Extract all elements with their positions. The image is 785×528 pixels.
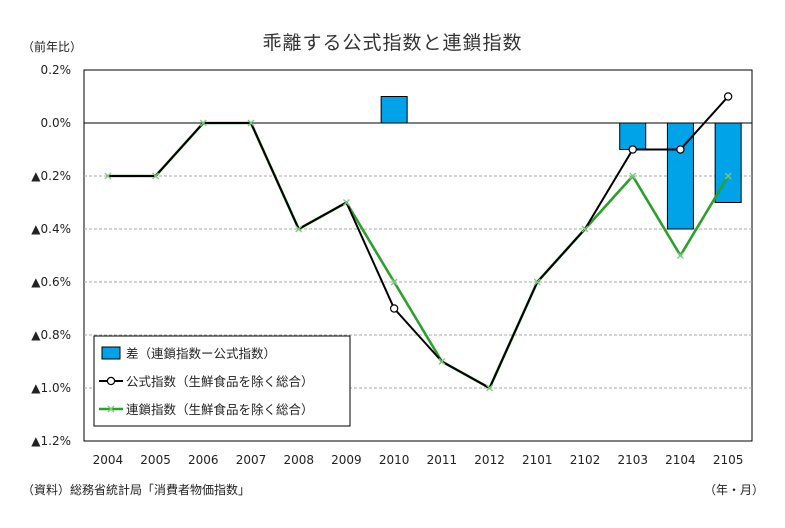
chain-index-point	[724, 172, 732, 180]
y-tick-label: ▲0.8%	[31, 328, 71, 342]
x-tick-labels: 2004 2005 2006 2007 2008 2009 2010 2011 2012 2101…	[93, 453, 744, 467]
chain-index-point-stroke	[629, 172, 637, 180]
chain-index-point-stroke	[199, 119, 207, 127]
chain-index-point	[247, 119, 255, 127]
chain-index-point	[676, 252, 684, 259]
x-tick-label: 2011	[427, 453, 458, 467]
chain-index-point	[390, 278, 398, 286]
y-tick-label: ▲0.4%	[31, 222, 71, 236]
chain-index-point-stroke	[486, 384, 494, 392]
bar	[619, 122, 647, 150]
x-tick-label: 2006	[188, 453, 219, 467]
chain-index-point-stroke	[390, 278, 398, 286]
x-tick-label: 2103	[617, 453, 648, 467]
bar	[380, 96, 408, 124]
x-tick-label: 2004	[93, 453, 124, 467]
legend-swatch-marker	[107, 405, 115, 413]
chain-index-point	[199, 119, 207, 127]
official-index-point	[676, 145, 685, 154]
chain-index-point-stroke	[342, 199, 350, 206]
legend-swatch-bar	[101, 346, 121, 360]
y-axis-label: （前年比）	[22, 40, 83, 54]
line-series	[107, 95, 730, 390]
chain-index-point-stroke	[438, 358, 446, 365]
x-tick-label: 2105	[713, 453, 744, 467]
x-axis-unit: （年・月）	[704, 483, 765, 497]
y-tick-label: ▲0.2%	[31, 169, 71, 183]
y-tick-label: ▲1.0%	[31, 381, 71, 395]
official-index-point	[628, 145, 637, 154]
y-tick-label: 0.2%	[41, 63, 72, 77]
source-note: （資料）総務省統計局「消費者物価指数」	[22, 483, 251, 497]
plot-frame	[83, 69, 753, 442]
chain-index-point	[152, 172, 160, 180]
chain-index-point	[533, 278, 541, 286]
x-tick-label: 2007	[236, 453, 267, 467]
y-tick-label: ▲0.6%	[31, 275, 71, 289]
chain-index-point-stroke	[247, 119, 255, 127]
chain-index-point	[486, 384, 494, 392]
chart-title: 乖離する公式指数と連鎖指数	[262, 32, 523, 54]
legend-label: 連鎖指数（生鮮食品を除く総合）	[126, 402, 314, 417]
official-index-point	[723, 92, 733, 101]
bar-series	[380, 96, 742, 230]
x-tick-label: 2104	[665, 453, 696, 467]
legend: 差（連鎖指数ー公式指数） 公式指数（生鮮食品を除く総合） 連鎖指数（生鮮食品を除く総…	[93, 335, 351, 427]
y-tick-label: ▲1.2%	[31, 434, 71, 448]
official-index-line	[107, 95, 729, 389]
chain-index-point	[104, 172, 112, 180]
x-tick-label: 2010	[379, 453, 410, 467]
line-markers	[104, 92, 733, 392]
legend-label: 公式指数（生鮮食品を除く総合）	[126, 374, 314, 389]
x-tick-label: 2012	[474, 453, 505, 467]
legend-swatch-marker	[106, 376, 116, 386]
bar	[714, 122, 742, 203]
x-tick-label: 2102	[570, 453, 601, 467]
chain-index-point	[342, 199, 350, 206]
official-index-point	[389, 304, 399, 313]
chain-index-point-stroke	[533, 278, 541, 286]
chain-index-point-stroke	[676, 252, 684, 259]
legend-box	[93, 335, 351, 427]
chain-index-point	[438, 358, 446, 365]
chain-index-point-stroke	[581, 225, 589, 233]
x-tick-label: 2005	[140, 453, 171, 467]
y-tick-labels: 0.2% 0.0% ▲0.2% ▲0.4% ▲0.6% ▲0.8% ▲1.0% ▲1.2%	[31, 63, 71, 448]
chain-index-point-stroke	[724, 172, 732, 180]
legend-label: 差（連鎖指数ー公式指数）	[126, 346, 276, 361]
x-tick-label: 2008	[283, 453, 314, 467]
chain-index-point	[629, 172, 637, 180]
chain-index-point-stroke	[104, 172, 112, 180]
chain-index-point	[295, 225, 303, 233]
y-tick-label: 0.0%	[41, 116, 72, 130]
x-tick-label: 2101	[522, 453, 553, 467]
x-tick-label: 2009	[331, 453, 362, 467]
chain-index-point	[581, 225, 589, 233]
chain-index-point-stroke	[152, 172, 160, 180]
chain-index-point-stroke	[295, 225, 303, 233]
